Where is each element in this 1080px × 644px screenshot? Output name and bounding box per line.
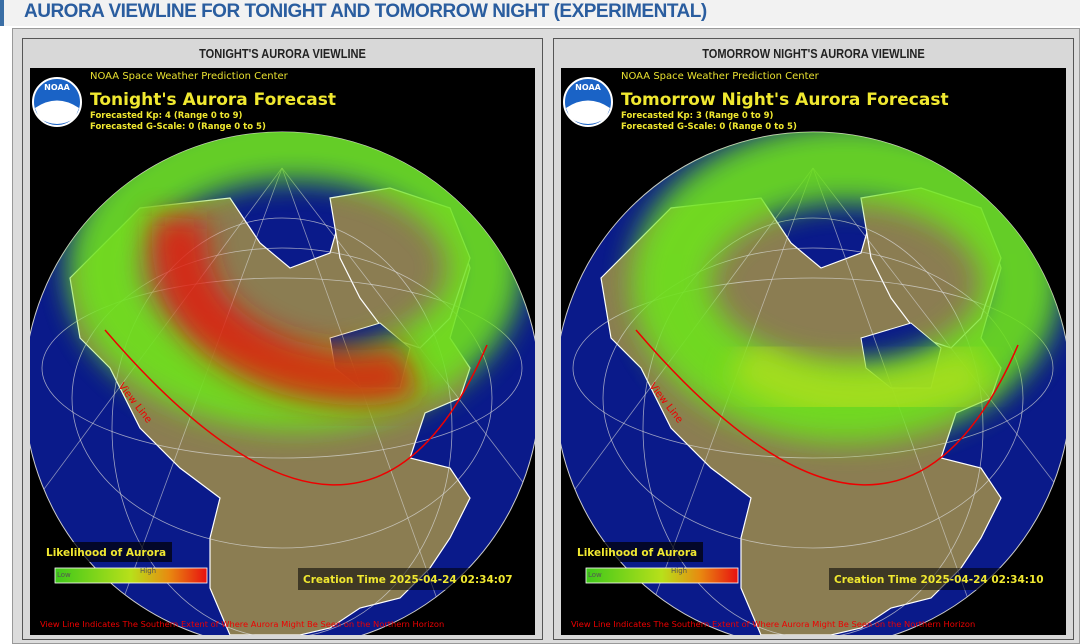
- panel: TOMORROW NIGHT'S AURORA VIEWLINE View Lin…: [553, 38, 1074, 640]
- page-title: AURORA VIEWLINE FOR TONIGHT AND TOMORROW…: [24, 1, 707, 22]
- legend-title: Likelihood of Aurora: [577, 547, 697, 559]
- legend-bar: [54, 567, 208, 584]
- legend-high: High: [140, 567, 156, 575]
- graticule: [572, 277, 1054, 459]
- panel: TONIGHT'S AURORA VIEWLINE View Line NOAA NO…: [22, 38, 543, 640]
- globe-content: [30, 132, 535, 635]
- kp-text: Forecasted Kp: 3 (Range 0 to 9): [621, 111, 774, 121]
- graticule: [602, 247, 1024, 549]
- legend-bg: [571, 542, 703, 562]
- agency: NOAA Space Weather Prediction Center: [621, 71, 820, 82]
- graticule: [642, 217, 984, 635]
- legend-bar: [585, 567, 739, 584]
- creation-bg: [829, 568, 1039, 590]
- aurora-mid: [726, 337, 991, 421]
- noaa-logo-wave: [566, 100, 610, 124]
- graticule: [111, 217, 453, 635]
- legend-low: Low: [57, 571, 71, 579]
- view-line: [635, 329, 1019, 486]
- graticule: [812, 167, 1066, 499]
- graticule: [41, 277, 523, 459]
- g-scale-text: Forecasted G-Scale: 0 (Range 0 to 5): [90, 122, 266, 132]
- footnote: View Line Indicates The Southern Extent …: [40, 619, 444, 629]
- globe-content: [561, 132, 1066, 635]
- legend-bg: [40, 542, 172, 562]
- legend-low: Low: [588, 571, 602, 579]
- noaa-logo-text: NOAA: [575, 83, 601, 92]
- g-scale-text: Forecasted G-Scale: 0 (Range 0 to 5): [621, 122, 797, 132]
- panel-title: TOMORROW NIGHT'S AURORA VIEWLINE: [702, 46, 925, 61]
- creation-time: Creation Time 2025-04-24 02:34:10: [834, 574, 1044, 586]
- graticule: [71, 247, 493, 549]
- noaa-logo-text: NOAA: [44, 83, 70, 92]
- legend-high: High: [671, 567, 687, 575]
- forecast-title: Tomorrow Night's Aurora Forecast: [621, 90, 949, 110]
- panel-title: TONIGHT'S AURORA VIEWLINE: [199, 46, 366, 61]
- creation-bg: [298, 568, 508, 590]
- footnote: View Line Indicates The Southern Extent …: [571, 619, 975, 629]
- forecast-title: Tonight's Aurora Forecast: [90, 90, 336, 110]
- creation-time: Creation Time 2025-04-24 02:34:07: [303, 574, 513, 586]
- view-line: [104, 329, 488, 486]
- noaa-logo-wave: [35, 100, 79, 124]
- aurora-high: [151, 215, 423, 406]
- agency: NOAA Space Weather Prediction Center: [90, 71, 289, 82]
- kp-text: Forecasted Kp: 4 (Range 0 to 9): [90, 111, 243, 121]
- header: AURORA VIEWLINE FOR TONIGHT AND TOMORROW…: [0, 0, 1080, 26]
- legend-title: Likelihood of Aurora: [46, 547, 166, 559]
